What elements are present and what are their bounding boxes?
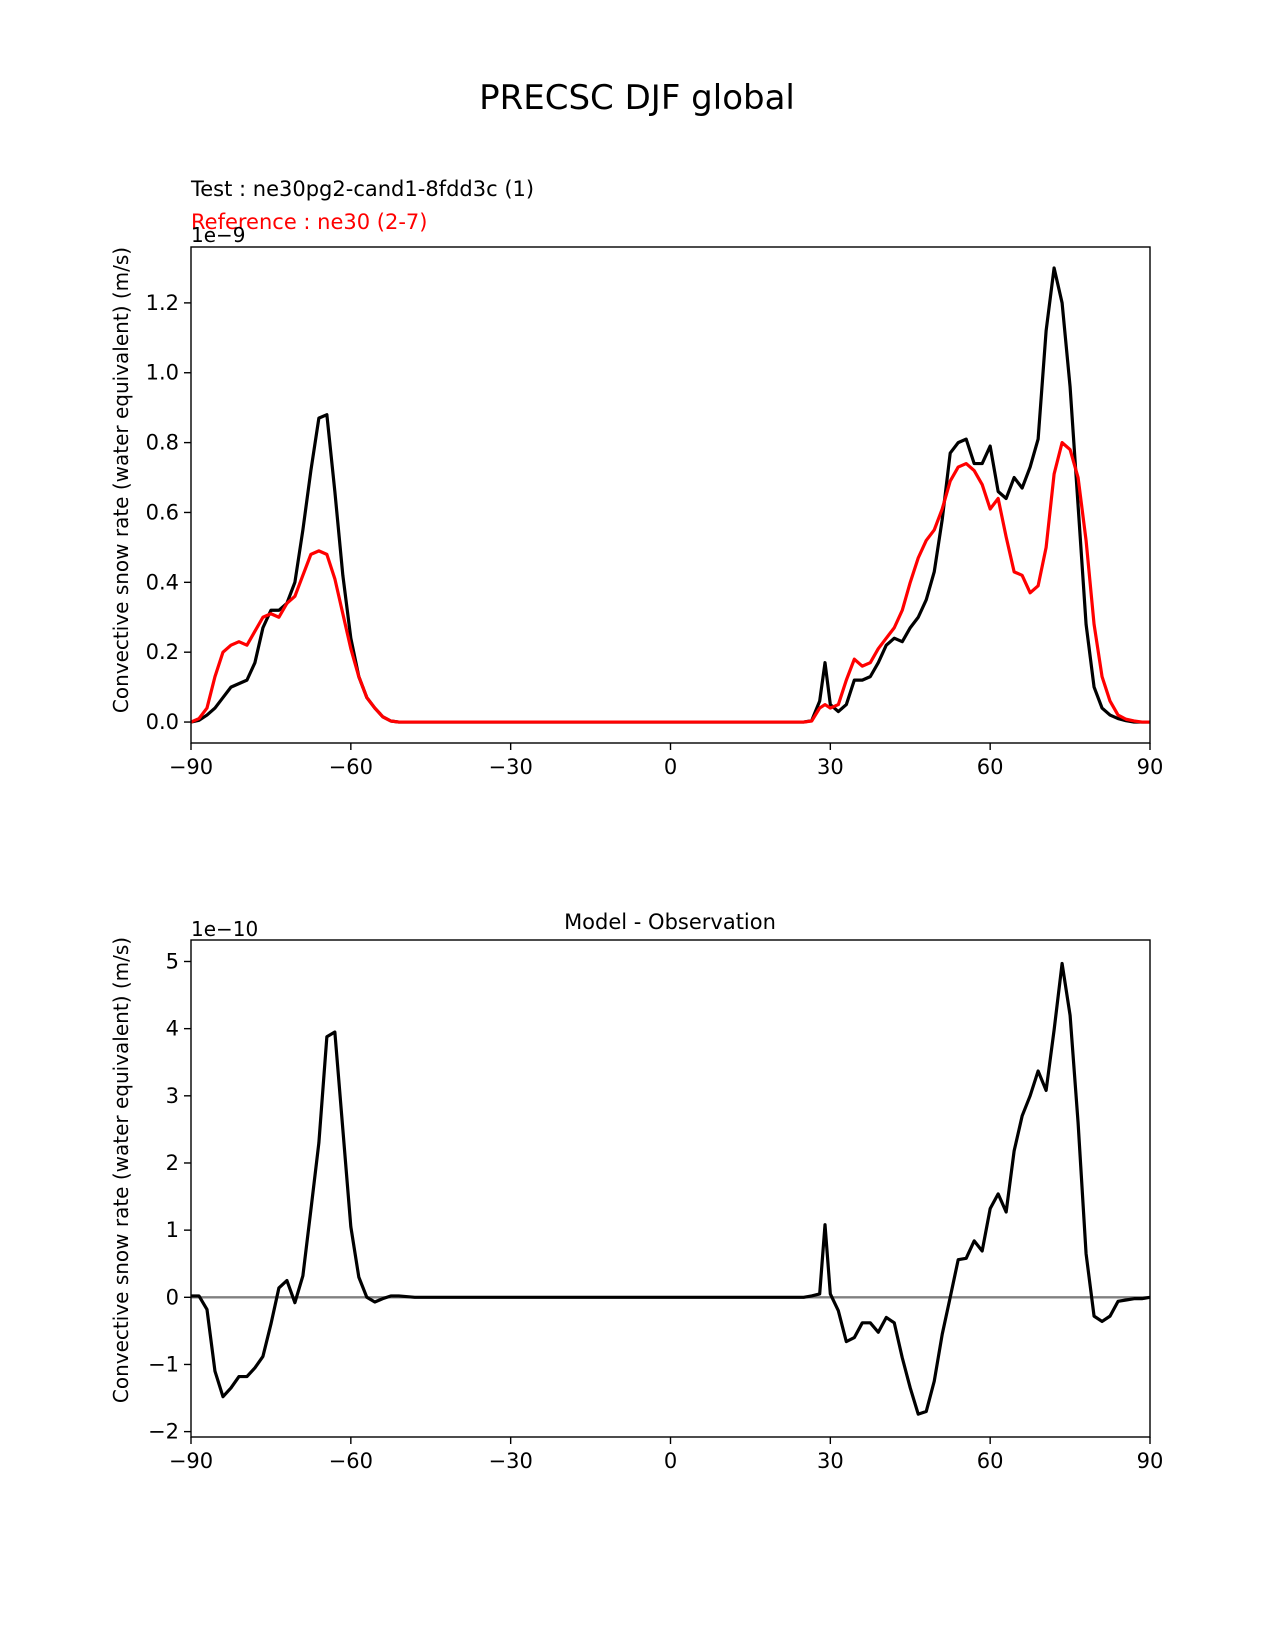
test-label: Test : ne30pg2-cand1-8fdd3c (1) xyxy=(190,177,534,201)
bottom-series-line-0 xyxy=(191,961,1151,1416)
bottom-y-tick-label: 1 xyxy=(166,1218,179,1242)
top-y-tick-label: 0.8 xyxy=(146,431,179,455)
top-y-axis-label: Convective snow rate (water equivalent) … xyxy=(109,247,133,713)
bottom-x-tick-label: −30 xyxy=(489,1449,533,1473)
bottom-x-tick-label: 30 xyxy=(817,1449,844,1473)
bottom-x-tick-label: 60 xyxy=(977,1449,1004,1473)
bottom-x-tick-label: 90 xyxy=(1137,1449,1164,1473)
bottom-plot-frame xyxy=(190,939,1151,1438)
bottom-offset-text: 1e−10 xyxy=(191,917,258,941)
bottom-y-tick-label: 3 xyxy=(166,1084,179,1108)
top-series-line-0 xyxy=(190,266,1150,724)
top-x-tick-label: 0 xyxy=(664,755,677,779)
top-y-tick-label: 0.6 xyxy=(146,500,179,524)
top-chart: Test : ne30pg2-cand1-8fdd3c (1) Referenc… xyxy=(109,177,1163,779)
bottom-chart-title: Model - Observation xyxy=(564,910,776,934)
top-offset-text: 1e−9 xyxy=(191,223,246,247)
bottom-axes: −90 −60 −30 0 30 60 90 −2 −1 0 1 2 3 4 5 xyxy=(148,949,1163,1473)
bottom-x-tick-label: −60 xyxy=(329,1449,373,1473)
top-y-tick-label: 1.2 xyxy=(146,291,179,315)
top-x-tick-label: −60 xyxy=(329,755,373,779)
top-y-tick-label: 0.2 xyxy=(146,640,179,664)
top-x-tick-label: −30 xyxy=(489,755,533,779)
top-x-tick-label: 30 xyxy=(817,755,844,779)
top-x-tick-label: 60 xyxy=(977,755,1004,779)
top-x-tick-label: 90 xyxy=(1137,755,1164,779)
top-y-tick-label: 1.0 xyxy=(146,361,179,385)
top-x-tick-label: −90 xyxy=(169,755,213,779)
top-y-tick-label: 0.4 xyxy=(146,570,179,594)
bottom-series xyxy=(191,961,1151,1416)
bottom-y-tick-label: −1 xyxy=(148,1352,179,1376)
bottom-x-tick-label: −90 xyxy=(169,1449,213,1473)
bottom-y-tick-label: 2 xyxy=(166,1151,179,1175)
bottom-y-tick-label: −2 xyxy=(148,1420,179,1444)
figure-title: PRECSC DJF global xyxy=(479,78,795,118)
top-y-tick-label: 0.0 xyxy=(146,710,179,734)
bottom-y-axis-label: Convective snow rate (water equivalent) … xyxy=(109,937,133,1403)
bottom-y-tick-label: 5 xyxy=(166,949,179,973)
bottom-x-tick-label: 0 xyxy=(664,1449,677,1473)
bottom-chart: Model - Observation 1e−10 Convective sno… xyxy=(109,910,1163,1473)
top-series xyxy=(190,266,1150,724)
bottom-y-tick-label: 4 xyxy=(166,1017,179,1041)
reference-label: Reference : ne30 (2-7) xyxy=(191,210,428,234)
top-axes: −90 −60 −30 0 30 60 90 0.0 0.2 0.4 0.6 0.8 1.0 1.2 xyxy=(146,291,1164,779)
top-series-line-1 xyxy=(190,441,1150,724)
bottom-y-tick-label: 0 xyxy=(166,1285,179,1309)
top-plot-frame xyxy=(190,246,1151,744)
